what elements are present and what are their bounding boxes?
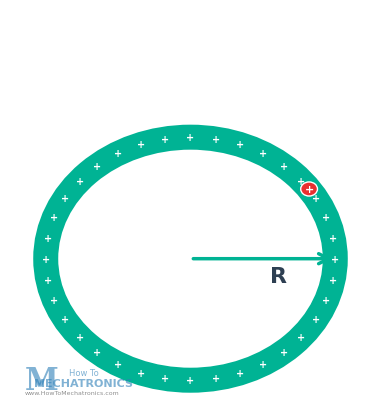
Text: M: M (25, 365, 59, 396)
Circle shape (301, 182, 317, 197)
Text: +: + (42, 254, 50, 264)
Text: +: + (236, 368, 244, 378)
Text: +: + (211, 135, 220, 145)
Text: +: + (322, 296, 331, 306)
Text: +: + (161, 135, 170, 145)
Text: +: + (44, 233, 52, 243)
Text: +: + (137, 368, 145, 378)
Text: How To: How To (69, 368, 99, 377)
Text: +: + (312, 315, 320, 325)
Text: +: + (114, 359, 122, 369)
Text: +: + (75, 176, 84, 186)
Text: +: + (93, 161, 101, 171)
Text: MECHATRONICS: MECHATRONICS (34, 378, 133, 389)
Text: +: + (259, 149, 267, 159)
Text: +: + (259, 359, 267, 369)
Text: +: + (93, 347, 101, 357)
Text: SPHERICAL SYMMETRY: SPHERICAL SYMMETRY (12, 15, 369, 43)
Text: +: + (329, 233, 337, 243)
Text: +: + (236, 140, 244, 150)
Text: +: + (61, 315, 69, 325)
Text: +: + (161, 373, 170, 383)
Text: +: + (280, 347, 288, 357)
Text: +: + (312, 193, 320, 203)
Text: R: R (270, 267, 287, 287)
Text: +: + (297, 332, 306, 342)
Text: +: + (322, 213, 331, 222)
Text: +: + (75, 332, 84, 342)
Text: +: + (114, 149, 122, 159)
Text: +: + (61, 193, 69, 203)
Text: +: + (50, 296, 59, 306)
Text: +: + (329, 275, 337, 285)
Text: ELECTRIC FIELD DUE TO A POINT CHARGE: ELECTRIC FIELD DUE TO A POINT CHARGE (45, 64, 336, 76)
Text: +: + (50, 213, 59, 222)
Text: +: + (331, 254, 339, 264)
Text: +: + (297, 176, 306, 186)
Text: +: + (186, 133, 195, 143)
Text: +: + (304, 184, 314, 195)
Text: +: + (186, 375, 195, 385)
Text: +: + (211, 373, 220, 383)
Text: +: + (280, 161, 288, 171)
Text: +: + (44, 275, 52, 285)
Text: www.HowToMechatronics.com: www.HowToMechatronics.com (25, 390, 120, 395)
Text: +: + (137, 140, 145, 150)
